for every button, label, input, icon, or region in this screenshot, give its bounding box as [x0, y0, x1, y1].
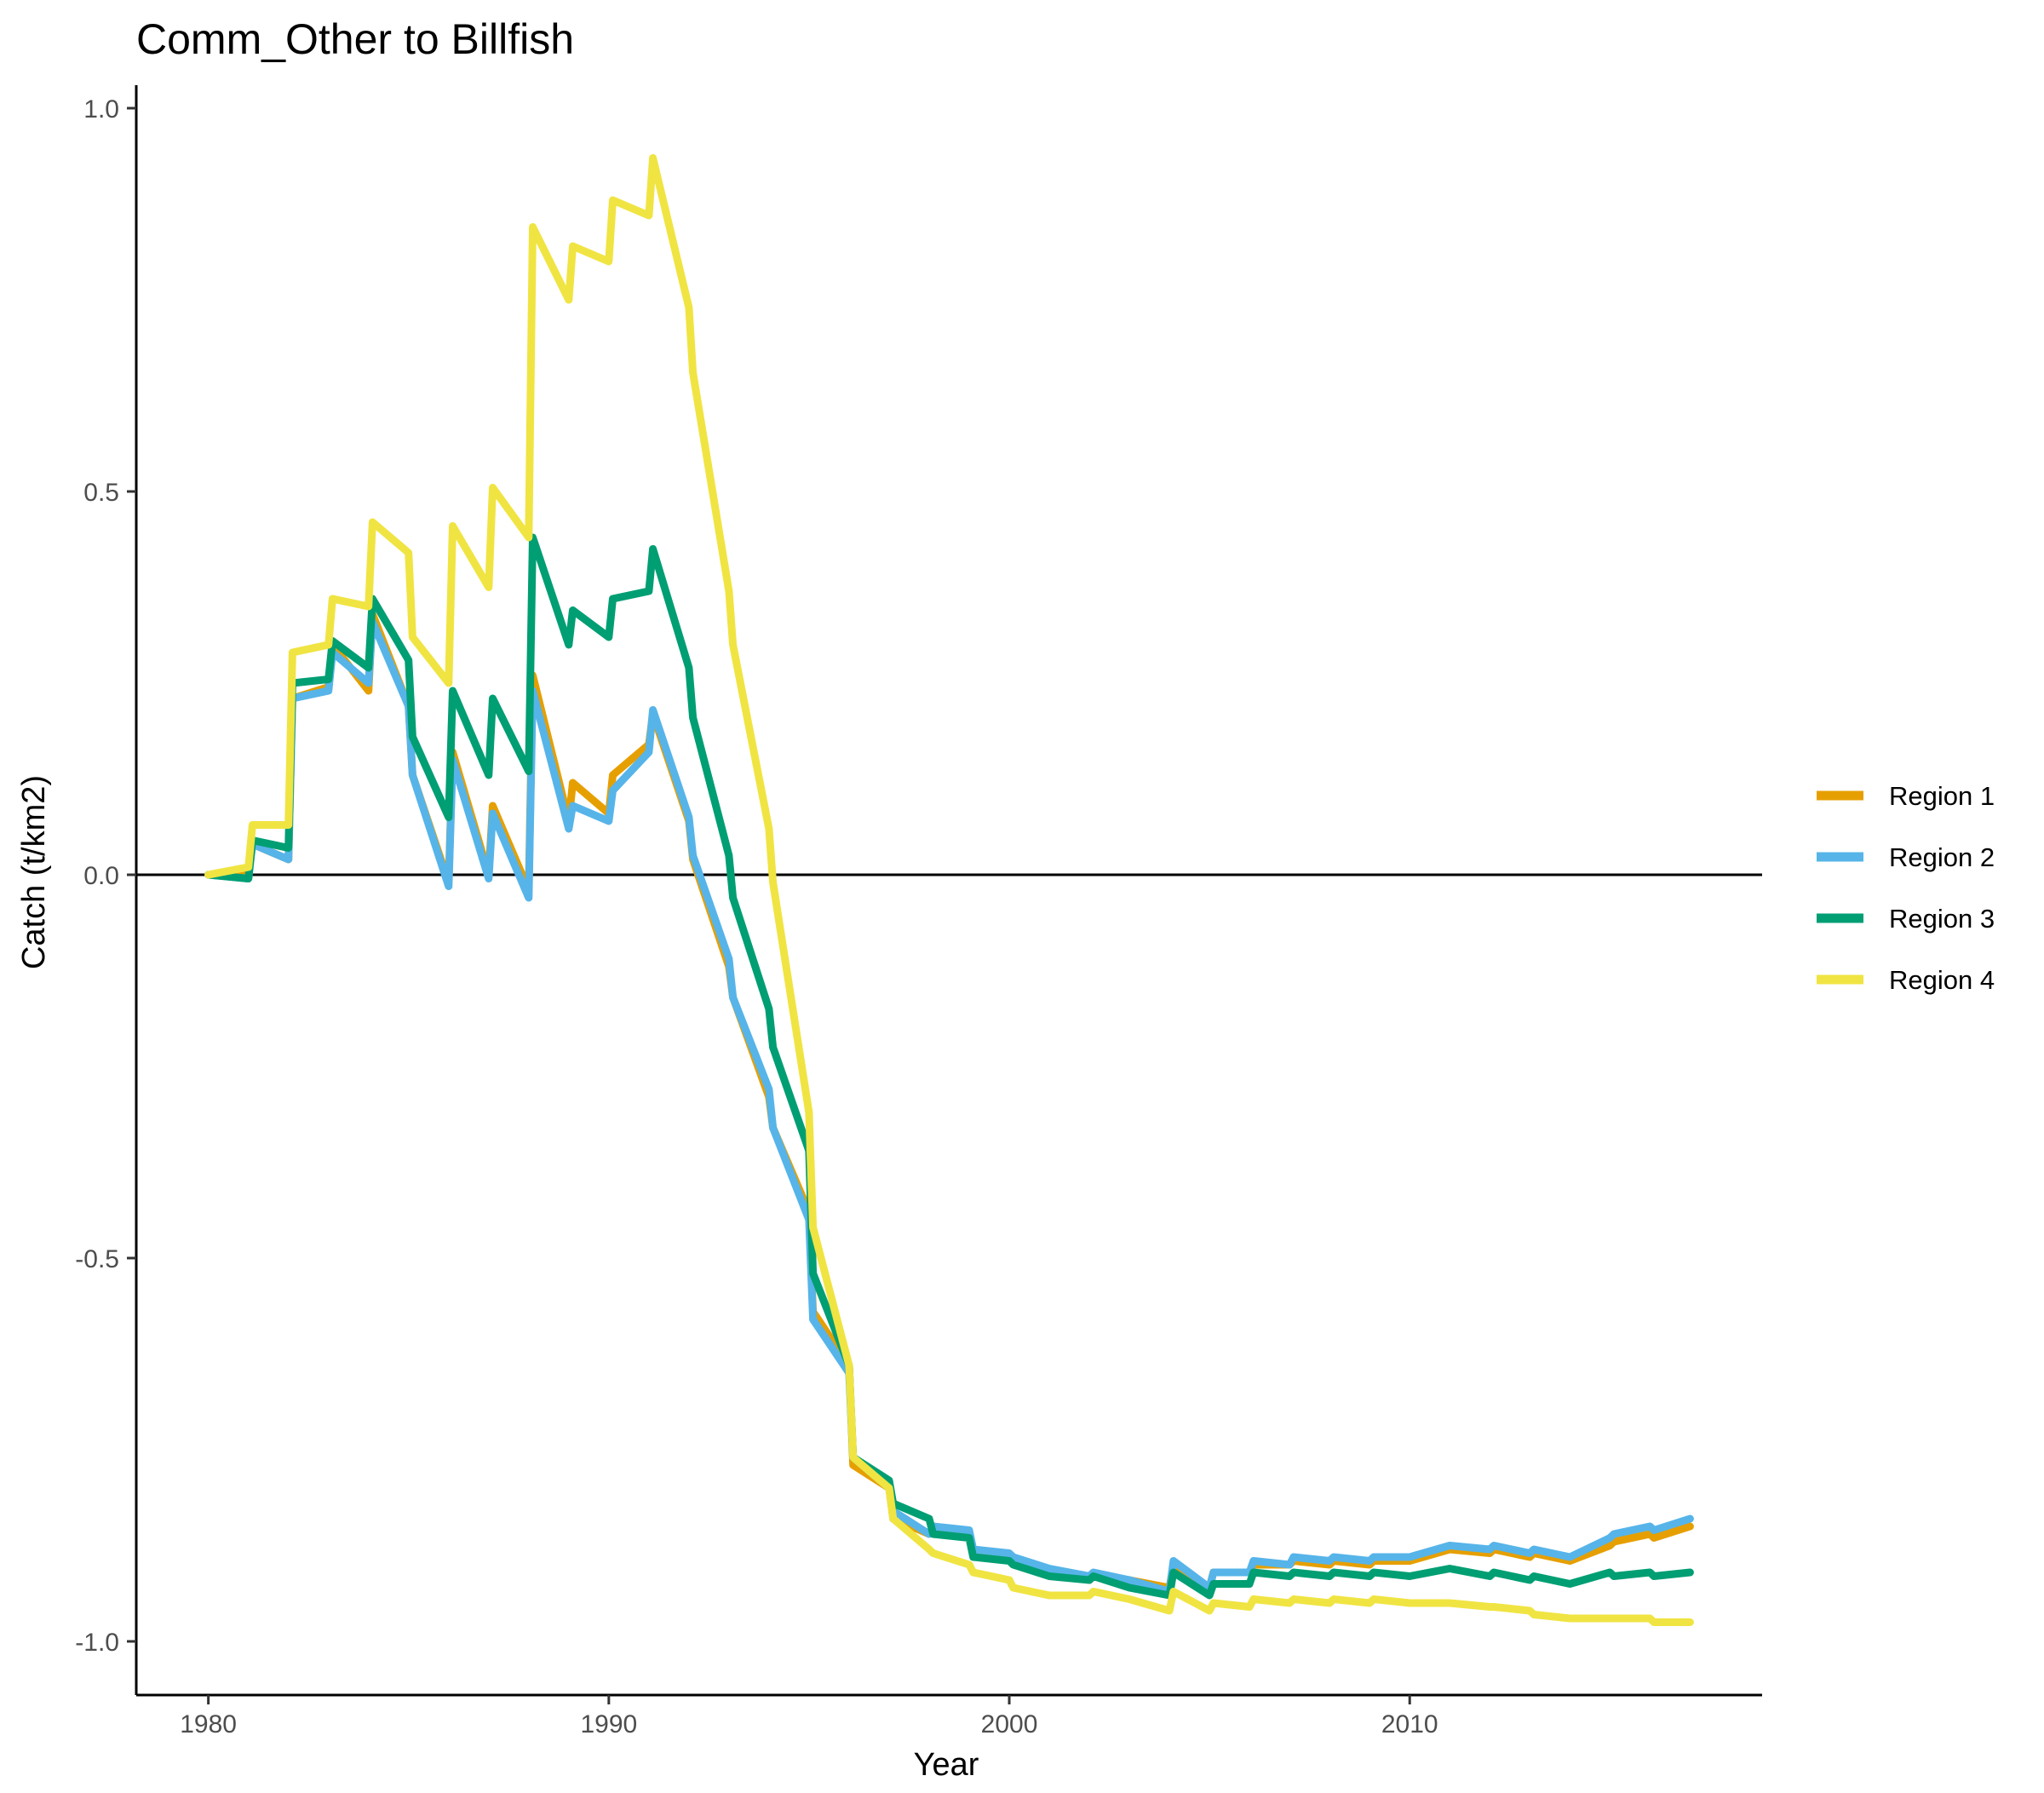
- x-tick-label: 1990: [580, 1710, 637, 1738]
- series-line-region-3: [204, 533, 1694, 1600]
- legend-label-region-4: Region 4: [1889, 965, 1995, 995]
- legend-label-region-2: Region 2: [1889, 842, 1995, 872]
- x-tick-label: 2000: [981, 1710, 1038, 1738]
- y-tick-label: 1.0: [83, 95, 119, 124]
- y-tick-label: 0.0: [83, 862, 119, 890]
- y-tick-label: 0.5: [83, 479, 119, 507]
- legend-label-region-1: Region 1: [1889, 781, 1995, 811]
- chart-title: Comm_Other to Billfish: [136, 15, 574, 63]
- y-tick-label: -1.0: [75, 1629, 119, 1657]
- x-tick-label: 1980: [180, 1710, 237, 1738]
- x-axis-title: Year: [914, 1747, 979, 1783]
- axes: 1980 1990 2000 2010 -1.0 -0.5 0.0 0.5 1.0: [75, 85, 1762, 1738]
- plot-area: [136, 154, 1762, 1626]
- x-tick-label: 2010: [1381, 1710, 1438, 1738]
- series-line-region-2: [204, 618, 1694, 1595]
- series-line-region-1: [204, 610, 1694, 1592]
- y-tick-label: -0.5: [75, 1245, 119, 1273]
- legend: Region 1 Region 2 Region 3 Region 4: [1817, 781, 1995, 995]
- series-line-region-4: [204, 154, 1694, 1626]
- legend-label-region-3: Region 3: [1889, 904, 1995, 934]
- y-axis-title: Catch (t/km2): [16, 775, 52, 969]
